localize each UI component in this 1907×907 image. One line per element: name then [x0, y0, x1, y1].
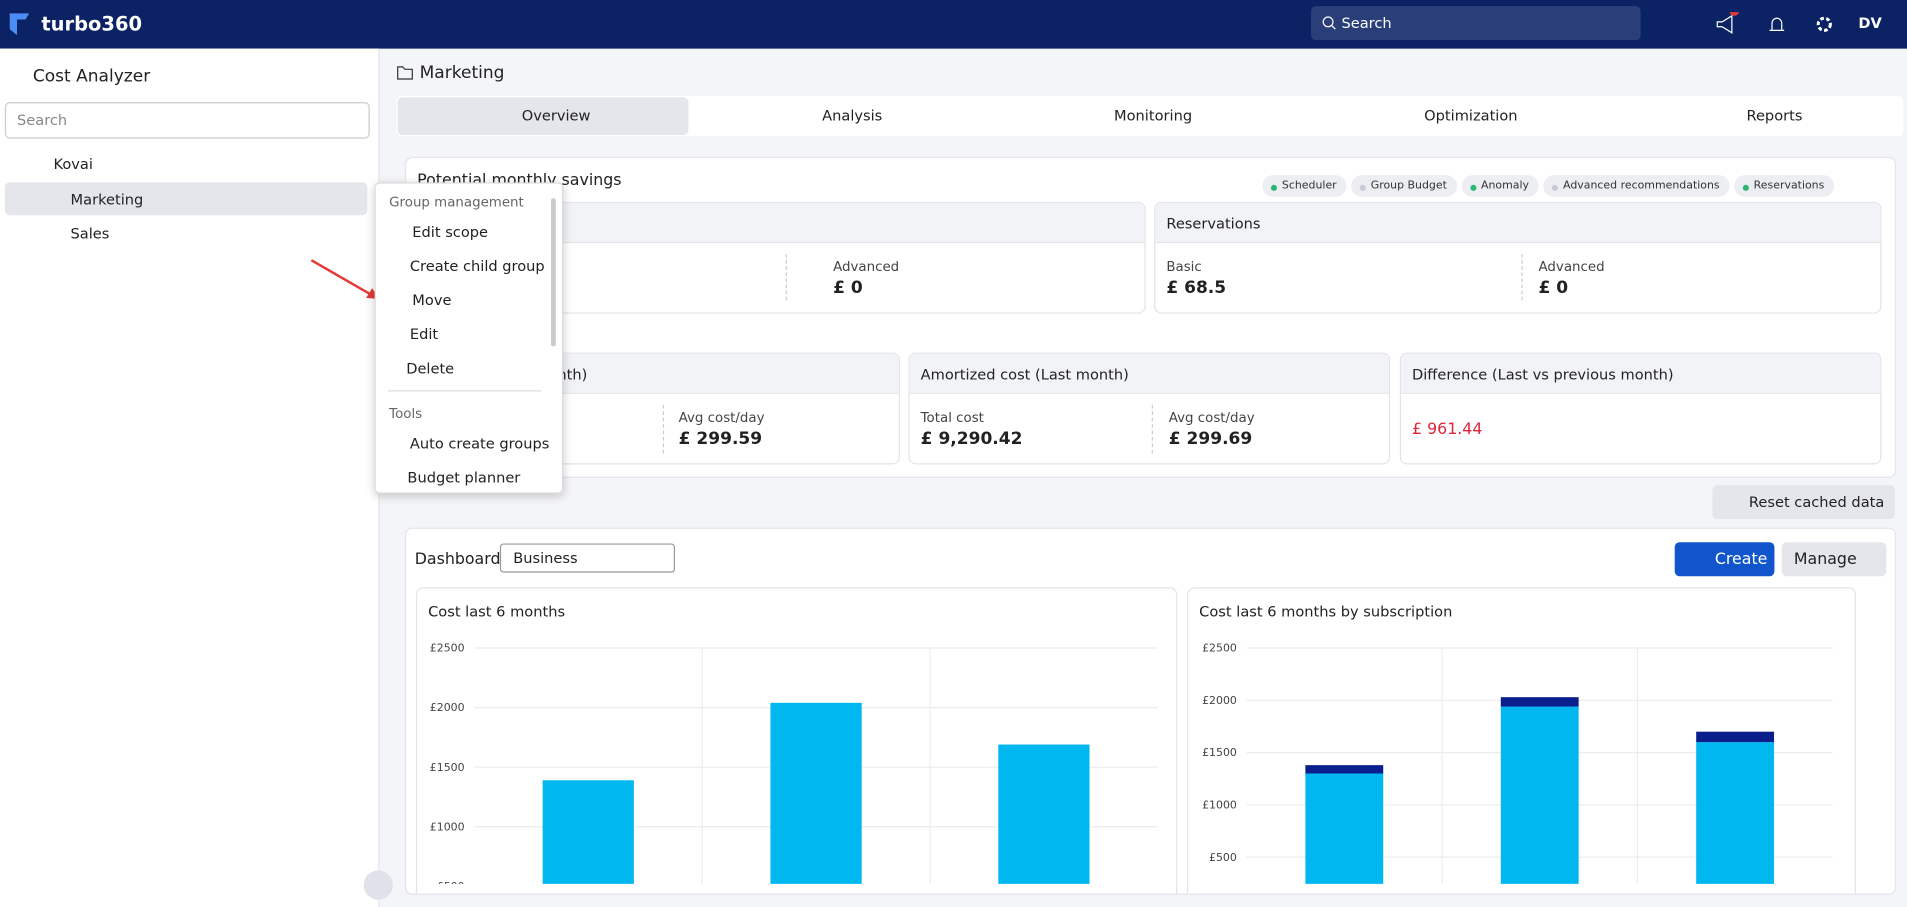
y-tick-label: £1500: [1202, 746, 1237, 759]
tab[interactable]: Reports: [1746, 106, 1803, 125]
menu-item[interactable]: Create child group: [409, 257, 545, 275]
tabs: Overview Analysis Monitoring Optimizatio…: [396, 96, 1904, 137]
sidebar-title: Cost Analyzer: [32, 66, 151, 87]
label: Total cost: [920, 409, 984, 426]
bar: [770, 702, 862, 884]
sidebar: Cost Analyzer Search Kovai Marketing Sal…: [0, 48, 393, 907]
card-title: Difference (Last vs previous month): [1412, 365, 1674, 383]
search-placeholder: Search: [1341, 14, 1392, 32]
chip[interactable]: Advanced recommendations: [1543, 175, 1730, 197]
card-title: Amortized cost (Last month): [920, 365, 1129, 383]
label: Avg cost/day: [678, 409, 765, 426]
search-box[interactable]: Search: [1311, 6, 1641, 41]
header: turbo360 Search DV: [0, 0, 1907, 49]
menu-section: Tools: [389, 406, 423, 422]
label: Advanced: [833, 258, 900, 275]
label: Advanced: [1538, 258, 1605, 275]
menu-item[interactable]: Edit: [409, 325, 439, 343]
context-menu: Group management Edit scope Create child…: [374, 182, 564, 494]
chip[interactable]: Anomaly: [1461, 175, 1539, 197]
tab[interactable]: Analysis: [822, 106, 883, 125]
y-tick-label: £500: [437, 880, 465, 893]
card-title: Reservations: [1166, 215, 1261, 233]
bar: [998, 744, 1090, 884]
savings-card: Reservations Basic £ 68.5 Advanced £ 0: [1154, 201, 1882, 314]
chips: Scheduler Group Budget Anomaly Advanced rec…: [1258, 170, 1835, 197]
collapse-button[interactable]: [363, 870, 393, 900]
chip[interactable]: Reservations: [1734, 175, 1835, 197]
y-tick-label: £2500: [430, 642, 465, 655]
logo: [9, 13, 30, 36]
cost-card: Amortized cost (Last month) Total cost £…: [908, 352, 1391, 465]
tree-node: Marketing: [70, 190, 144, 208]
value: £ 68.5: [1166, 278, 1227, 298]
menu-section: Group management: [389, 194, 524, 211]
sidebar-search[interactable]: Search: [4, 102, 370, 139]
value: £ 9,290.42: [920, 429, 1023, 449]
manage-label: Manage: [1793, 550, 1857, 570]
select-value: Business: [513, 549, 578, 567]
sidebar-search-placeholder: Search: [17, 111, 68, 129]
create-label: Create: [1714, 550, 1768, 570]
bar-segment: [1696, 731, 1775, 743]
label: Basic: [1166, 258, 1202, 275]
tab[interactable]: Monitoring: [1114, 106, 1193, 125]
manage-button[interactable]: Manage: [1781, 542, 1887, 577]
menu-item[interactable]: Budget planner: [407, 469, 521, 487]
tree-node-selected[interactable]: Marketing: [4, 182, 368, 216]
dashboard-label: Dashboard: [414, 550, 501, 570]
page-title: Marketing: [419, 63, 505, 83]
value: £ 299.69: [1168, 429, 1253, 449]
bar-segment: [1696, 742, 1775, 884]
reset-button[interactable]: Reset cached data: [1712, 485, 1895, 520]
value: £ 0: [1538, 278, 1569, 298]
avatar[interactable]: DV: [1858, 14, 1882, 32]
chip[interactable]: Group Budget: [1351, 175, 1457, 197]
menu-item[interactable]: Edit scope: [412, 223, 489, 241]
savings-panel: Potential monthly savings Scheduler Group…: [404, 156, 1897, 478]
y-tick-label: £2000: [1202, 694, 1237, 707]
label: Avg cost/day: [1168, 409, 1255, 426]
bar-segment: [1500, 706, 1579, 884]
header-icons[interactable]: [1715, 12, 1849, 36]
y-tick-label: £2500: [1202, 642, 1237, 655]
reset-label: Reset cached data: [1748, 493, 1885, 511]
create-button[interactable]: Create: [1674, 542, 1775, 577]
menu-item[interactable]: Move: [412, 291, 452, 309]
y-tick-label: £500: [1209, 851, 1237, 864]
tab[interactable]: Overview: [521, 106, 591, 125]
tree-node[interactable]: Kovai: [53, 155, 93, 173]
value: £ 961.44: [1412, 420, 1483, 439]
y-tick-label: £1000: [1202, 799, 1237, 812]
bar: [542, 780, 634, 884]
value: £ 0: [833, 278, 863, 298]
chart-title: Cost last 6 months by subscription: [1199, 603, 1453, 621]
tree-node[interactable]: Sales: [70, 224, 110, 242]
y-tick-label: £1000: [430, 820, 465, 833]
cost-card: Difference (Last vs previous month) £ 96…: [1399, 352, 1882, 465]
tab[interactable]: Optimization: [1424, 106, 1518, 125]
chart-title: Cost last 6 months: [428, 603, 566, 621]
value: £ 299.59: [678, 429, 763, 449]
bar-segment: [1500, 697, 1579, 707]
brand: turbo360: [41, 12, 143, 36]
bar-segment: [1305, 765, 1384, 774]
y-tick-label: £2000: [430, 701, 465, 714]
bar-segment: [1305, 773, 1384, 884]
menu-item[interactable]: Auto create groups: [409, 435, 550, 453]
chip[interactable]: Scheduler: [1262, 175, 1347, 197]
y-tick-label: £1500: [430, 761, 465, 774]
dashboard-select[interactable]: Business: [499, 543, 675, 573]
menu-item[interactable]: Delete: [406, 359, 455, 377]
